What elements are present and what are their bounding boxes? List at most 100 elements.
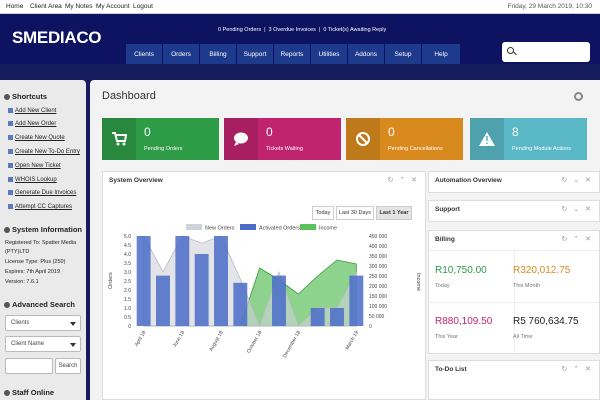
y-tick-label: 3.5 [124, 261, 131, 267]
home-link[interactable]: Home [6, 3, 24, 10]
billing-alltime-value: R5 760,634.75 [513, 316, 579, 327]
y2-tick-label: 300 000 [369, 264, 387, 270]
top-bar: Home Client Area My Notes My Account Log… [0, 0, 600, 14]
x-tick-label: June 18 [172, 330, 186, 349]
ban-icon [346, 118, 380, 160]
activated-orders-bar [272, 275, 286, 326]
credit-card-icon [8, 204, 13, 209]
shortcut-add-client[interactable]: Add New Client [8, 108, 56, 114]
nav-addons[interactable]: Addons [348, 44, 384, 64]
shortcut-create-quote[interactable]: Create New Quote [8, 135, 65, 141]
cart-icon [102, 118, 136, 160]
billing-panel: Billing ↻ ⌃ ✕ R10,750.00 Today R320,012.… [428, 230, 600, 354]
legend-label: New Orders [205, 226, 235, 232]
nav-reports[interactable]: Reports [274, 44, 310, 64]
y2-tick-label: 150 000 [369, 294, 387, 300]
y-tick-label: 3.0 [124, 270, 131, 276]
panel-controls[interactable]: ↻ ⌃ ✕ [561, 366, 593, 373]
y-tick-label: 5.0 [124, 234, 131, 240]
settings-icon[interactable] [574, 92, 583, 101]
y-tick-label: 0 [128, 324, 131, 330]
nav-support[interactable]: Support [237, 44, 273, 64]
warning-icon [470, 118, 504, 160]
registered-company: (PTY)LTD [5, 249, 30, 255]
shortcut-add-order[interactable]: Add New Order [8, 121, 56, 127]
y2-tick-label: 200 000 [369, 284, 387, 290]
main-nav: Clients Orders Billing Support Reports U… [126, 44, 461, 64]
billing-alltime-label: All Time [513, 334, 533, 340]
y2-tick-label: 50 000 [369, 314, 385, 320]
y-axis-label: Orders [108, 272, 114, 289]
stat-pending-orders[interactable]: 0 Pending Orders [102, 118, 219, 160]
activated-orders-bar [175, 236, 190, 326]
my-account-link[interactable]: My Account [96, 3, 130, 10]
client-area-link[interactable]: Client Area [30, 3, 62, 10]
y2-tick-label: 100 000 [369, 304, 387, 310]
automation-overview-panel: Automation Overview ↻ ⌄ ✕ [428, 171, 600, 193]
chat-icon [224, 118, 258, 160]
activated-orders-bar [214, 236, 228, 326]
billing-month-label: This Month [513, 283, 541, 289]
pending-orders-alert[interactable]: 0 Pending Orders [218, 27, 262, 33]
nav-setup[interactable]: Setup [385, 44, 421, 64]
panel-title: Support [435, 206, 460, 213]
nav-help[interactable]: Help [422, 44, 460, 64]
nav-orders[interactable]: Orders [163, 44, 199, 64]
stat-value: 8 [512, 125, 519, 139]
todo-icon [8, 149, 13, 154]
legend-label: Income [319, 226, 337, 232]
y-tick-label: 2.5 [124, 279, 131, 285]
alert-separator: | [318, 27, 321, 33]
range-1-year-button[interactable]: Last 1 Year [376, 206, 412, 220]
panel-title: System Overview [109, 177, 163, 184]
tickets-awaiting-alert[interactable]: 0 Ticket(s) Awaiting Reply [323, 27, 387, 33]
x-tick-label: December 18 [282, 330, 302, 359]
stat-pending-cancellations[interactable]: 0 Pending Cancellations [346, 118, 463, 160]
logo[interactable]: SMEDIACO [12, 28, 102, 47]
nav-clients[interactable]: Clients [126, 44, 162, 64]
search-query-input[interactable] [5, 358, 53, 374]
search-type-select[interactable]: Clients [5, 315, 81, 331]
billing-today-label: Today [435, 283, 450, 289]
search-submit-button[interactable]: Search [55, 358, 81, 374]
panel-controls[interactable]: ↻ ⌃ ✕ [387, 177, 419, 184]
main-content: Dashboard 0 Pending Orders 0 Tickets Wai… [90, 80, 600, 400]
search-field-select[interactable]: Client Name [5, 336, 81, 352]
license-expiry: Expires: 7th April 2019 [5, 269, 61, 275]
logout-link[interactable]: Logout [133, 3, 153, 10]
shortcuts-heading: Shortcuts [4, 92, 47, 101]
shortcut-open-ticket[interactable]: Open New Ticket [8, 163, 61, 169]
stat-label: Tickets Waiting [266, 146, 303, 152]
shortcut-create-todo[interactable]: Create New To-Do Entry [8, 149, 80, 155]
y-tick-label: 4.5 [124, 243, 131, 249]
stat-tickets-waiting[interactable]: 0 Tickets Waiting [224, 118, 341, 160]
shortcut-whois[interactable]: WHOIS Lookup [8, 177, 57, 183]
nav-billing[interactable]: Billing [200, 44, 236, 64]
range-30-days-button[interactable]: Last 30 Days [336, 206, 374, 220]
panel-controls[interactable]: ↻ ⌄ ✕ [561, 206, 593, 213]
global-search-input[interactable] [502, 42, 590, 62]
overdue-invoices-alert[interactable]: 3 Overdue Invoices [268, 27, 316, 33]
shortcut-cc-captures[interactable]: Attempt CC Captures [8, 204, 72, 210]
nav-utilities[interactable]: Utilities [311, 44, 347, 64]
range-today-button[interactable]: Today [312, 206, 334, 220]
panel-title: Billing [435, 236, 455, 243]
stat-pending-module-actions[interactable]: 8 Pending Module Actions [470, 118, 587, 160]
shortcut-generate-invoices[interactable]: Generate Due Invoices [8, 190, 76, 196]
y2-tick-label: 400 000 [369, 244, 387, 250]
advanced-search-heading: Advanced Search [4, 300, 75, 309]
activated-orders-bar [194, 254, 209, 326]
activated-orders-bar [136, 236, 151, 326]
search-icon [507, 47, 514, 54]
alerts-bar: 0 Pending Orders | 3 Overdue Invoices | 0 Ti… [218, 27, 389, 33]
search-icon [4, 302, 10, 309]
header: SMEDIACO 0 Pending Orders | 3 Overdue Invo… [0, 14, 600, 64]
my-notes-link[interactable]: My Notes [65, 3, 93, 10]
panel-controls[interactable]: ↻ ⌄ ✕ [561, 177, 593, 184]
activated-orders-bar [349, 275, 364, 326]
activated-orders-bar [310, 308, 325, 326]
y-tick-label: 0.5 [124, 315, 131, 321]
alert-separator: | [264, 27, 266, 33]
panel-controls[interactable]: ↻ ⌃ ✕ [561, 236, 593, 243]
y2-tick-label: 250 000 [369, 274, 387, 280]
